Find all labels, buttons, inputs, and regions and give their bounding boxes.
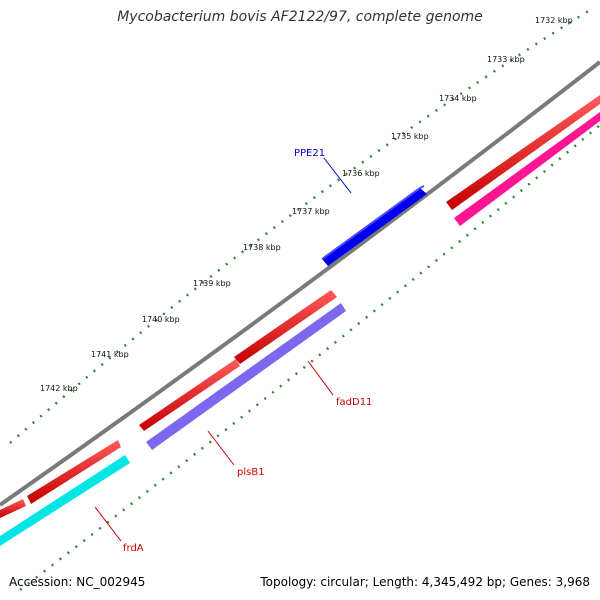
cog-track-cyan <box>0 455 130 546</box>
map-title: Mycobacterium bovis AF2122/97, complete … <box>117 9 483 25</box>
scale-label-1734: 1734 kbp <box>439 94 477 103</box>
gene-cds-right[interactable] <box>446 95 600 210</box>
leader-plsb1 <box>207 430 235 466</box>
genome-summary-text: Topology: circular; Length: 4,345,492 bp… <box>260 575 590 589</box>
gene-frda[interactable] <box>0 440 121 518</box>
scale-label-1732: 1732 kbp <box>535 16 573 25</box>
label-ppe21: PPE21 <box>294 148 325 159</box>
gene-plsb1[interactable] <box>139 359 240 431</box>
outer-tick-ring <box>9 8 591 444</box>
gene-fadd11[interactable] <box>234 290 337 364</box>
backbone-ring <box>0 60 600 507</box>
cog-track-purple <box>146 303 346 450</box>
scale-label-1735: 1735 kbp <box>391 132 429 141</box>
cog-track-magenta <box>454 112 600 226</box>
label-fadd11: fadD11 <box>336 397 372 408</box>
scale-label-1737: 1737 kbp <box>292 207 330 216</box>
scale-label-1742: 1742 kbp <box>40 384 78 393</box>
leader-frda <box>94 506 122 542</box>
scale-label-1740: 1740 kbp <box>142 315 180 324</box>
accession-text: Accession: NC_002945 <box>9 575 146 589</box>
gene-ppe21[interactable] <box>321 185 427 266</box>
scale-label-1739: 1739 kbp <box>193 279 231 288</box>
scale-label-1738: 1738 kbp <box>243 243 281 252</box>
leader-ppe21 <box>323 157 352 194</box>
label-frda: frdA <box>123 543 144 554</box>
scale-label-1741: 1741 kbp <box>91 350 129 359</box>
label-plsb1: plsB1 <box>237 467 265 478</box>
leader-fadd11 <box>307 360 334 396</box>
scale-label-1733: 1733 kbp <box>487 55 525 64</box>
scale-label-1736: 1736 kbp <box>342 169 380 178</box>
